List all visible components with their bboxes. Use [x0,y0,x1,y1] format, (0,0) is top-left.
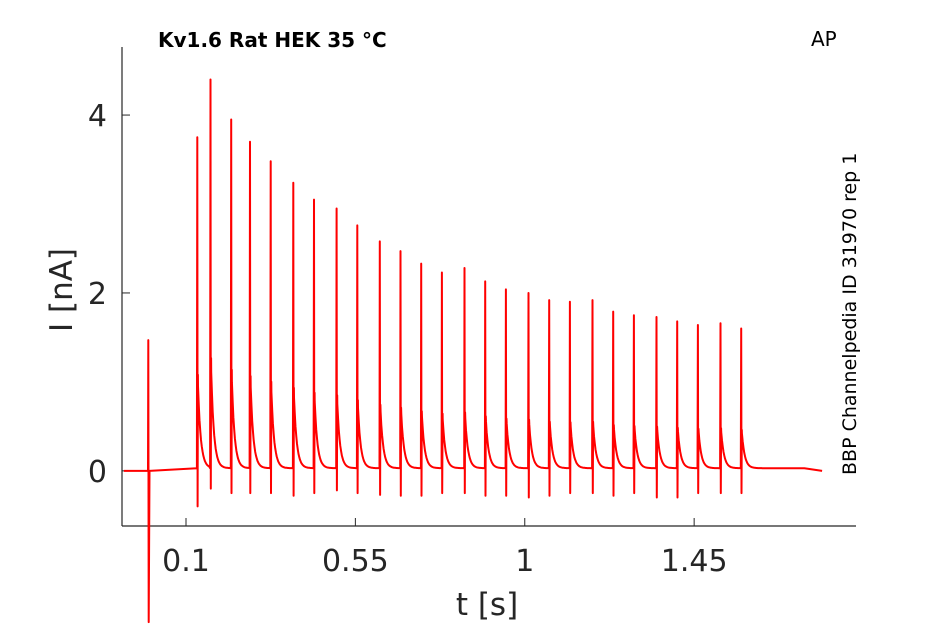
chart-title: Kv1.6 Rat HEK 35 °C [158,28,387,52]
ticks: 0.1 0.55 1 1.45 0 2 4 [88,99,728,579]
side-label: BBP Channelpedia ID 31970 rep 1 [839,153,861,475]
x-tick-label: 1.45 [661,544,728,579]
x-tick-label: 0.55 [322,544,389,579]
y-axis-title: I [nA] [44,248,80,332]
x-tick-label: 0.1 [162,544,210,579]
current-trace [123,78,823,624]
y-tick-label: 4 [88,99,107,134]
y-tick-label: 2 [88,277,107,312]
x-tick-label: 1 [515,544,534,579]
x-axis-title: t [s] [456,587,518,623]
trace [123,78,823,624]
axes [121,47,856,527]
y-tick-label: 0 [88,455,107,490]
corner-label: AP [811,27,837,51]
